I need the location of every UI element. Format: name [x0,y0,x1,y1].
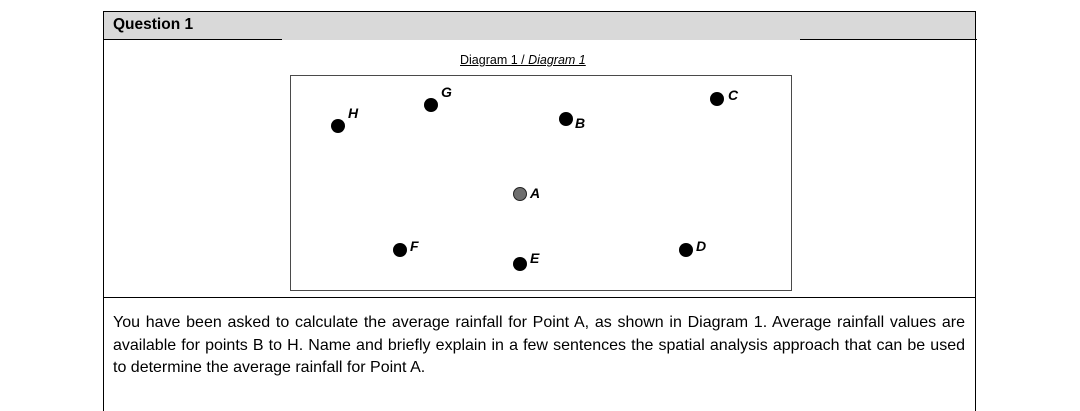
caption-text-italic: Diagram 1 [528,53,586,67]
point-c-marker [710,92,724,106]
point-f-label: F [410,238,419,254]
point-d-label: D [696,238,707,254]
row-divider [104,297,975,298]
question-text: You have been asked to calculate the ave… [113,314,965,376]
point-diagram: H G B C A F E D [290,75,792,291]
point-g-marker [424,98,438,112]
question-table: Question 1 Diagram 1 / Diagram 1 H G B C A F E… [103,11,977,411]
point-c-label: C [728,87,739,103]
question-header: Question 1 [104,12,975,40]
point-b-label: B [575,115,586,131]
point-a-label: A [530,185,541,201]
point-f-marker [393,243,407,257]
point-d-marker [679,243,693,257]
point-b-marker [559,112,573,126]
header-divider-right [800,39,977,40]
point-g-label: G [441,84,452,100]
point-e-label: E [530,250,540,266]
question-title: Question 1 [113,16,194,33]
diagram-caption: Diagram 1 / Diagram 1 [460,53,586,67]
point-e-marker [513,257,527,271]
caption-text: Diagram 1 / [460,53,529,67]
header-divider-left [104,39,282,40]
point-h-marker [331,119,345,133]
point-a-marker [513,187,527,201]
point-h-label: H [348,105,359,121]
